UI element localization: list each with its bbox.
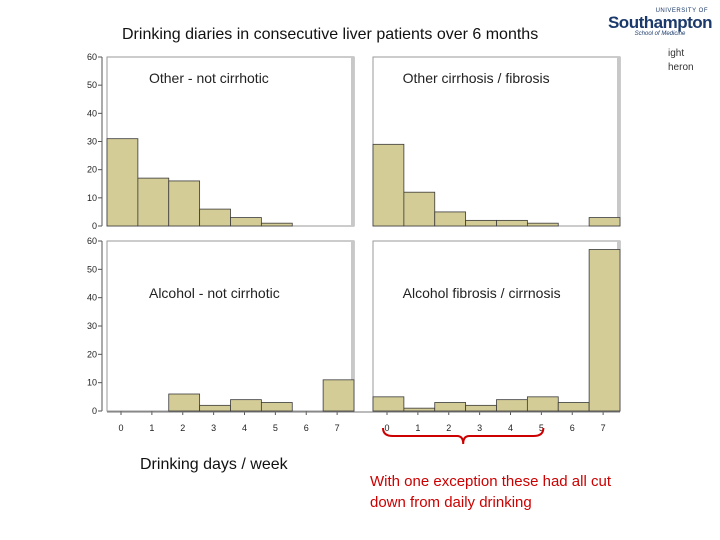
annotation-text: With one exception these had all cut dow… bbox=[370, 473, 611, 511]
y-tick-label: 20 bbox=[87, 165, 97, 175]
panel-title: Other - not cirrhotic bbox=[149, 70, 269, 86]
bar bbox=[199, 208, 231, 227]
panel-3: Alcohol - not cirrhotic bbox=[106, 240, 355, 412]
side-text-2: heron bbox=[668, 62, 694, 73]
y-tick-label: 40 bbox=[87, 293, 97, 303]
y-tick-label: 20 bbox=[87, 349, 97, 359]
x-tick-label: 0 bbox=[118, 423, 123, 433]
x-tick-label: 6 bbox=[304, 423, 309, 433]
bar bbox=[168, 393, 201, 412]
panel-frame bbox=[106, 240, 355, 412]
panel-title: Alcohol - not cirrhotic bbox=[149, 285, 280, 301]
y-tick-label: 50 bbox=[87, 80, 97, 90]
bar bbox=[372, 143, 405, 227]
x-tick-label: 1 bbox=[415, 423, 420, 433]
annotation-brace bbox=[382, 427, 545, 445]
x-tick-label: 3 bbox=[477, 423, 482, 433]
x-tick-label: 2 bbox=[180, 423, 185, 433]
panel-edge bbox=[351, 241, 354, 411]
logo-line-2: Southampton bbox=[607, 13, 713, 32]
panel-title: Alcohol fibrosis / cirrnosis bbox=[403, 285, 561, 301]
bar bbox=[199, 404, 231, 412]
bar bbox=[403, 191, 436, 227]
y-tick-label: 40 bbox=[87, 108, 97, 118]
bar bbox=[434, 402, 467, 412]
x-tick-label: 2 bbox=[446, 423, 451, 433]
logo-line-1: UNIVERSITY OF bbox=[655, 8, 708, 14]
logo-line-3: School of Medicine bbox=[634, 31, 686, 37]
x-tick-label: 5 bbox=[273, 423, 278, 433]
y-tick-label: 10 bbox=[87, 378, 97, 388]
x-tick-label: 1 bbox=[149, 423, 154, 433]
bar bbox=[168, 180, 201, 227]
side-fragment-text: ight heron bbox=[668, 47, 694, 75]
bar bbox=[230, 399, 262, 412]
y-tick-label: 60 bbox=[87, 236, 97, 246]
panel-frame bbox=[372, 240, 621, 412]
bar bbox=[588, 249, 621, 412]
panel-4: Alcohol fibrosis / cirrnosis bbox=[372, 240, 621, 412]
y-tick-label: 30 bbox=[87, 321, 97, 331]
bar bbox=[260, 222, 293, 227]
x-tick-label: 4 bbox=[508, 423, 513, 433]
university-logo: UNIVERSITY OF Southampton School of Medi… bbox=[604, 8, 716, 37]
y-tick-label: 60 bbox=[87, 52, 97, 62]
bar bbox=[496, 219, 528, 227]
x-tick-label: 0 bbox=[384, 423, 389, 433]
bar bbox=[372, 396, 405, 412]
y-tick-label: 10 bbox=[87, 193, 97, 203]
panel-title: Other cirrhosis / fibrosis bbox=[403, 70, 550, 86]
bar bbox=[322, 379, 355, 412]
bar bbox=[526, 396, 559, 412]
bar bbox=[557, 402, 590, 412]
x-tick-label: 7 bbox=[335, 423, 340, 433]
bar bbox=[526, 222, 559, 227]
bar bbox=[465, 404, 497, 412]
x-tick-label: 3 bbox=[211, 423, 216, 433]
x-tick-label: 7 bbox=[601, 423, 606, 433]
x-axis-label: Drinking days / week bbox=[140, 456, 288, 473]
bar bbox=[106, 138, 139, 227]
bar bbox=[137, 177, 170, 227]
x-tick-label: 5 bbox=[539, 423, 544, 433]
bar bbox=[403, 407, 436, 412]
bar bbox=[465, 219, 497, 227]
bar bbox=[230, 217, 262, 227]
y-tick-label: 30 bbox=[87, 137, 97, 147]
bar bbox=[588, 217, 621, 227]
y-tick-label: 0 bbox=[92, 221, 97, 231]
panel-edge bbox=[617, 57, 620, 226]
y-tick-label: 0 bbox=[92, 406, 97, 416]
side-text-1: ight bbox=[668, 48, 685, 59]
x-tick-label: 6 bbox=[570, 423, 575, 433]
bar bbox=[496, 399, 528, 412]
bar bbox=[260, 402, 293, 412]
panel-edge bbox=[351, 57, 354, 226]
chart-title: Drinking diaries in consecutive liver pa… bbox=[122, 26, 539, 43]
x-tick-label: 4 bbox=[242, 423, 247, 433]
panel-2: Other cirrhosis / fibrosis bbox=[372, 56, 621, 227]
y-tick-label: 50 bbox=[87, 264, 97, 274]
bar bbox=[434, 211, 467, 227]
panel-1: Other - not cirrhotic bbox=[106, 56, 355, 227]
